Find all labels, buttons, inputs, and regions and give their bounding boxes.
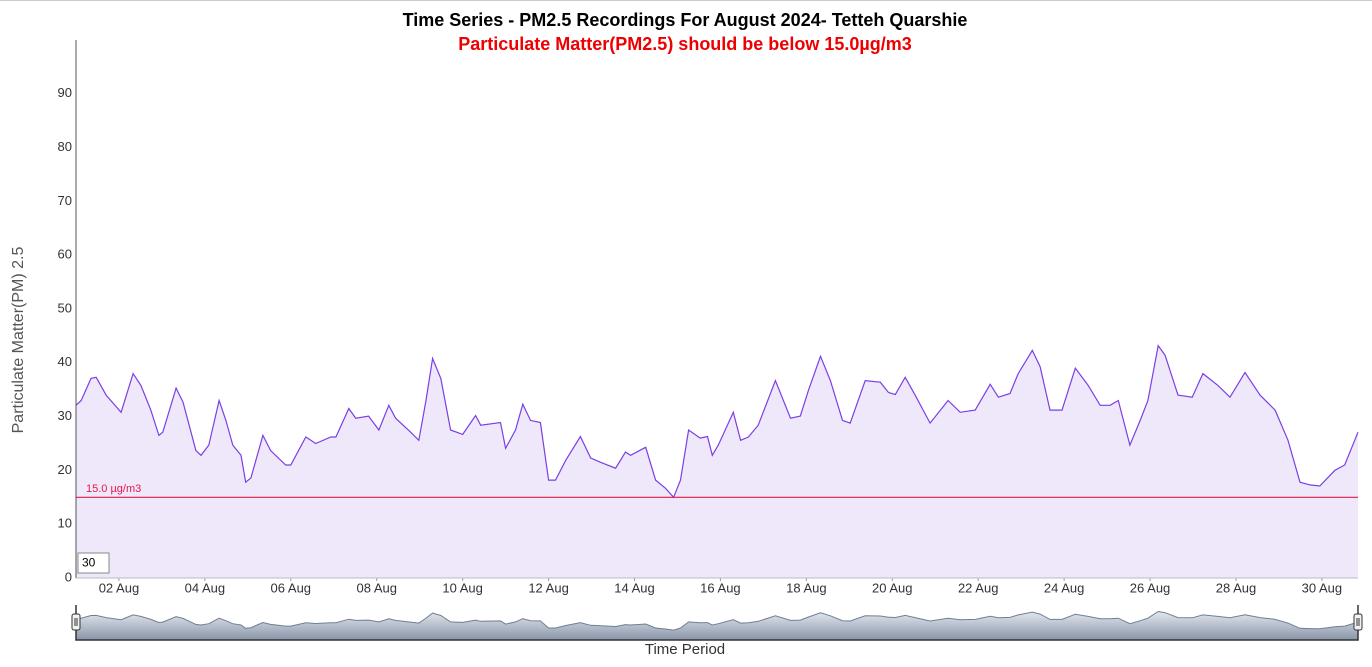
x-tick-label: 18 Aug — [786, 580, 827, 595]
chart-subtitle: Particulate Matter(PM2.5) should be belo… — [458, 34, 911, 54]
threshold-label: 15.0 µg/m3 — [86, 483, 141, 495]
x-tick-label: 12 Aug — [528, 580, 569, 595]
line — [75, 344, 1359, 499]
chart-title: Time Series - PM2.5 Recordings For Augus… — [403, 10, 968, 30]
x-tick-label: 28 Aug — [1216, 580, 1257, 595]
x-tick-label: 02 Aug — [99, 580, 140, 595]
y-tick-label: 40 — [58, 354, 72, 369]
navigator-handle[interactable] — [1353, 613, 1363, 631]
y-tick-label: 90 — [58, 85, 72, 100]
y-axis-label: Particulate Matter(PM) 2.5 — [10, 247, 27, 434]
plot: 0 10 20 30 40 50 60 70 80 90 02 Aug 04 Aug 06 Aug 08 … — [58, 40, 1363, 641]
y-tick-label: 50 — [58, 300, 72, 315]
x-tick-label: 16 Aug — [700, 580, 741, 595]
x-tick-label: 06 Aug — [271, 580, 312, 595]
rolling-input[interactable]: 30 — [82, 556, 96, 570]
x-tick-label: 22 Aug — [958, 580, 999, 595]
rolling-input-box[interactable] — [77, 552, 110, 574]
y-tick-label: 60 — [58, 247, 72, 262]
navigator-area — [76, 611, 1358, 640]
navigator-line — [75, 610, 1359, 631]
x-tick-label: 24 Aug — [1044, 580, 1085, 595]
x-tick-label: 20 Aug — [872, 580, 913, 595]
y-tick-label: 20 — [58, 462, 72, 477]
y-tick-label: 70 — [58, 193, 72, 208]
y-tick-label: 30 — [58, 408, 72, 423]
x-tick-label: 10 Aug — [442, 580, 483, 595]
x-axis-label: Time Period — [645, 641, 725, 658]
y-tick-label: 0 — [65, 569, 72, 584]
y-tick-label: 10 — [58, 516, 72, 531]
y-tick-label: 80 — [58, 139, 72, 154]
area — [76, 345, 1358, 578]
navigator-handle[interactable] — [71, 613, 81, 631]
x-tick-label: 14 Aug — [614, 580, 655, 595]
x-tick-label: 08 Aug — [356, 580, 397, 595]
x-tick-label: 30 Aug — [1302, 580, 1343, 595]
x-tick-label: 26 Aug — [1130, 580, 1171, 595]
x-tick-label: 04 Aug — [185, 580, 226, 595]
